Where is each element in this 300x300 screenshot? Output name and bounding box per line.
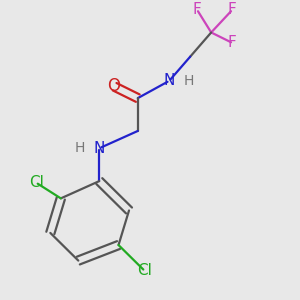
Text: H: H xyxy=(75,141,85,155)
Text: F: F xyxy=(228,2,236,17)
Text: Cl: Cl xyxy=(29,175,44,190)
Text: Cl: Cl xyxy=(137,263,152,278)
Text: O: O xyxy=(107,77,120,95)
Text: N: N xyxy=(94,141,105,156)
Text: F: F xyxy=(193,2,202,17)
Text: N: N xyxy=(164,74,175,88)
Text: F: F xyxy=(228,35,236,50)
Text: H: H xyxy=(183,74,194,88)
